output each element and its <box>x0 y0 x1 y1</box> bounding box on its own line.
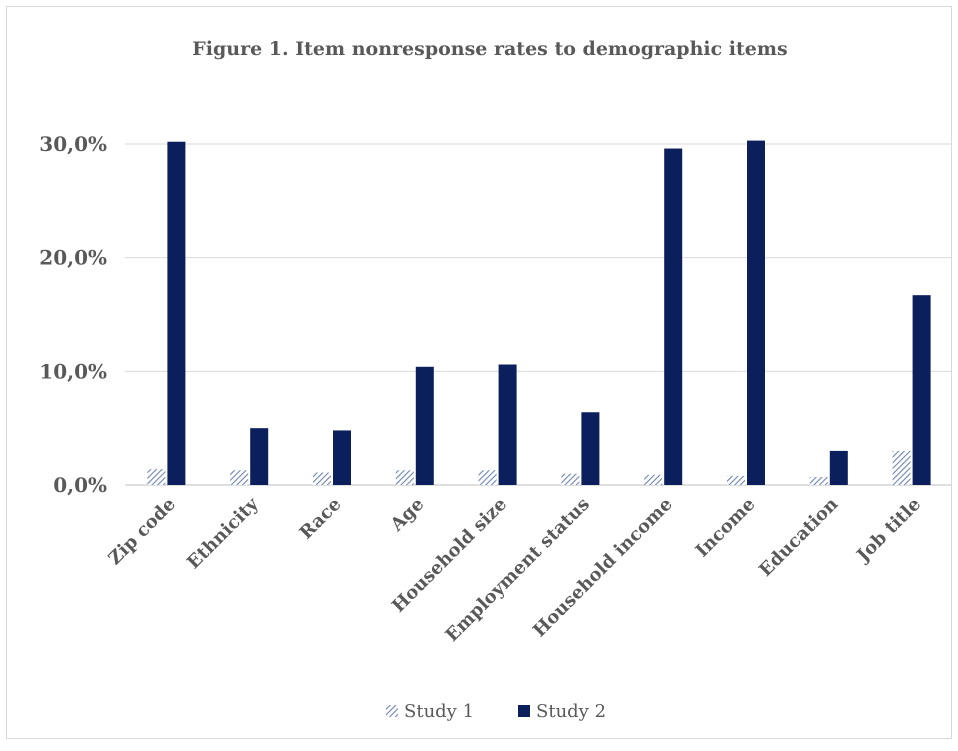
bar-study-2 <box>167 141 186 485</box>
x-tick-label: Income <box>692 494 760 562</box>
bar-study-1 <box>727 475 745 485</box>
legend-swatch-study-2 <box>518 705 530 717</box>
x-tick-label: Employment status <box>442 494 594 646</box>
bar-study-2 <box>664 148 683 485</box>
legend-label-study-1: Study 1 <box>404 701 474 722</box>
y-tick-label: 30,0% <box>39 132 107 156</box>
x-tick-label: Age <box>386 494 428 536</box>
x-tick-label: Ethnicity <box>183 493 263 573</box>
x-tick-label: Zip code <box>104 494 180 570</box>
legend: Study 1 Study 2 <box>386 701 606 722</box>
chart-title: Figure 1. Item nonresponse rates to demo… <box>192 38 787 60</box>
bar-study-2 <box>250 428 269 485</box>
bar-study-2 <box>581 412 600 485</box>
bar-study-1 <box>230 470 249 485</box>
bar-study-2 <box>415 366 434 485</box>
bar-study-1 <box>147 469 166 485</box>
bar-study-1 <box>478 470 497 485</box>
bar-study-1 <box>395 470 414 485</box>
bar-study-2 <box>333 430 351 485</box>
x-tick-label: Education <box>755 494 842 581</box>
y-axis-ticks: 0,0% 10,0% 20,0% 30,0% <box>39 132 107 497</box>
bar-study-1 <box>644 474 663 485</box>
legend-swatch-study-1 <box>386 705 398 717</box>
bar-study-1 <box>561 473 580 485</box>
bars <box>147 140 931 485</box>
bar-study-1 <box>313 472 331 485</box>
bar-chart: Figure 1. Item nonresponse rates to demo… <box>39 38 951 722</box>
x-tick-label: Race <box>296 494 346 544</box>
chart-frame: Figure 1. Item nonresponse rates to demo… <box>6 6 952 739</box>
bar-study-1 <box>809 477 828 485</box>
gridlines <box>125 143 951 486</box>
bar-study-2 <box>747 140 765 485</box>
bar-study-2 <box>912 295 931 485</box>
bar-study-1 <box>892 450 911 485</box>
bar-study-2 <box>829 450 848 485</box>
y-tick-label: 20,0% <box>39 246 107 270</box>
x-tick-label: Household income <box>529 494 677 642</box>
y-tick-label: 0,0% <box>53 473 107 497</box>
legend-label-study-2: Study 2 <box>536 701 606 722</box>
y-tick-label: 10,0% <box>39 359 107 383</box>
bar-study-2 <box>498 364 517 485</box>
x-tick-label: Job title <box>851 494 925 568</box>
